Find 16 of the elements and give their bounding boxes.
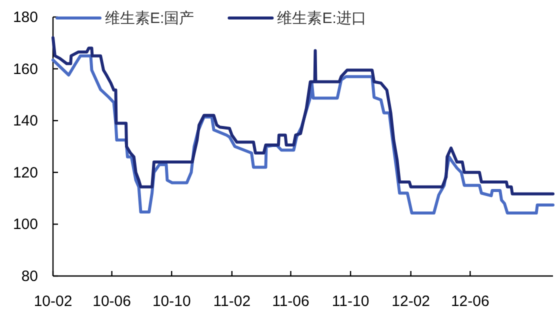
y-tick-label: 100 [12,216,38,234]
y-tick-label: 80 [21,268,38,285]
x-tick-label: 12-02 [392,293,430,310]
x-tick-label: 11-02 [213,293,251,310]
x-tick-label: 11-10 [332,293,370,310]
x-tick-label: 10-02 [34,293,72,310]
x-tick-label: 10-10 [152,293,191,310]
legend-label: 维生素E:进口 [277,10,366,27]
y-tick-label: 140 [12,112,38,130]
x-tick-label: 12-06 [450,293,490,310]
y-tick-label: 120 [12,164,38,182]
x-tick-label: 11-06 [272,293,310,310]
x-tick-label: 10-06 [92,293,132,310]
y-tick-label: 180 [12,9,38,26]
y-tick-label: 160 [12,60,38,78]
legend-label: 维生素E:国产 [105,10,194,27]
